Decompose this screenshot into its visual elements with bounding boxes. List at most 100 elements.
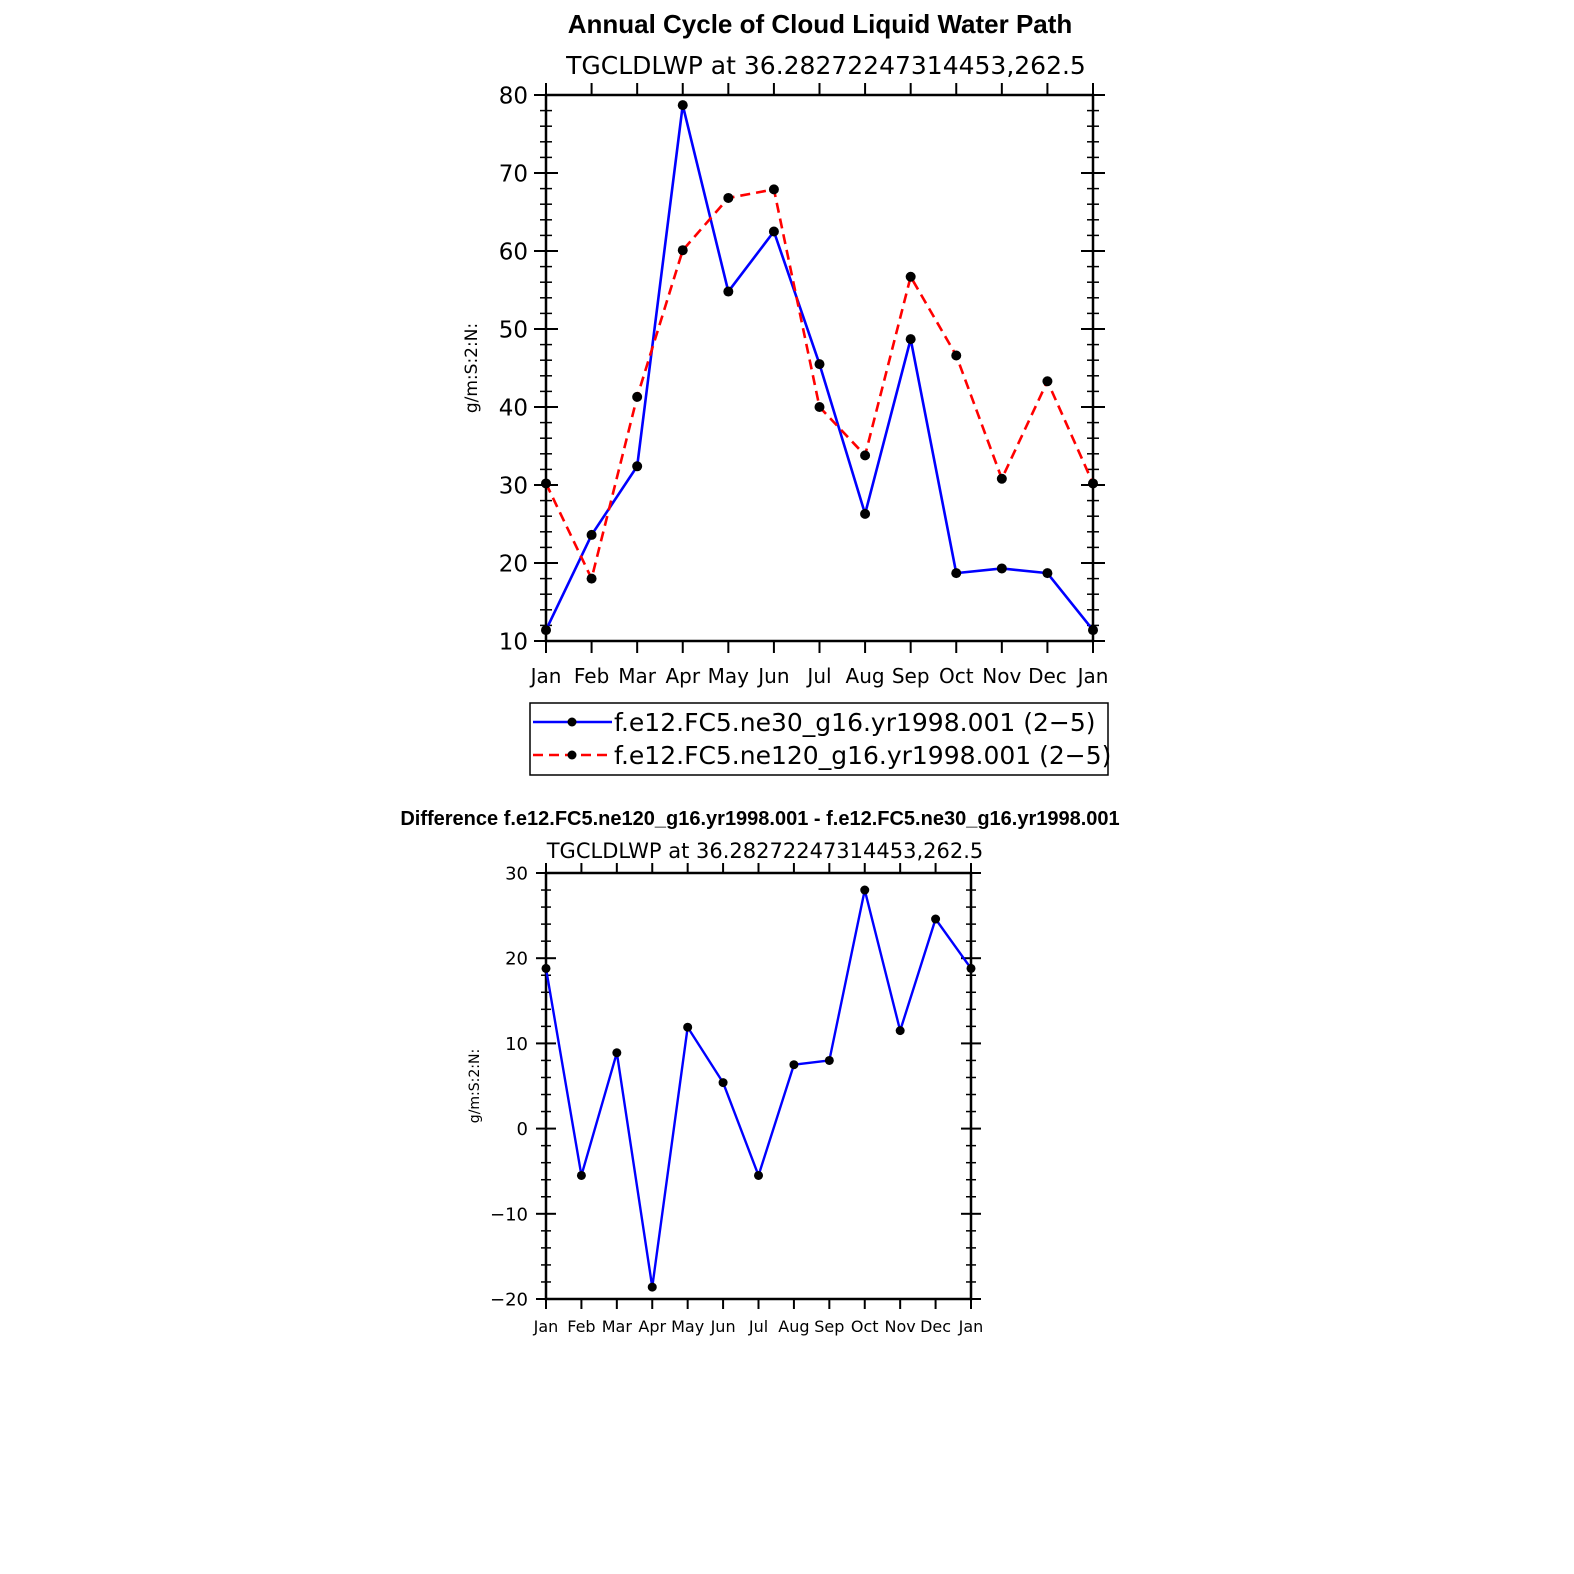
- series-1-point: [905, 334, 916, 345]
- series-1-point: [951, 568, 962, 579]
- y-tick-label: −20: [490, 1289, 528, 1310]
- series-2-point: [1088, 478, 1098, 489]
- x-tick-label: Jan: [529, 664, 562, 688]
- x-tick-label: May: [671, 1317, 704, 1336]
- series-1-point: [824, 1055, 834, 1065]
- y-tick-label: 0: [517, 1119, 528, 1140]
- chart2-series: [541, 885, 976, 1292]
- x-tick-label: Jan: [958, 1317, 984, 1336]
- x-tick-label: Apr: [638, 1317, 666, 1336]
- annual-cycle-chart: Annual Cycle of Cloud Liquid Water Path …: [462, 9, 1111, 776]
- series-1-point: [931, 914, 941, 924]
- series-2-point: [723, 192, 734, 203]
- series-1-point: [541, 963, 551, 973]
- series-1-point: [1042, 568, 1053, 579]
- series-1-point: [966, 963, 976, 973]
- series-1-point: [768, 226, 779, 237]
- x-tick-label: Sep: [892, 664, 930, 688]
- x-tick-label: Nov: [885, 1317, 916, 1336]
- series-2-point: [996, 473, 1007, 484]
- x-tick-label: Nov: [982, 664, 1021, 688]
- x-tick-label: Apr: [665, 664, 700, 688]
- x-tick-label: Mar: [618, 664, 657, 688]
- chart2-ylabel: g/m:S:2:N:: [467, 1049, 483, 1123]
- series-1-point: [612, 1048, 622, 1058]
- legend-marker-series2: [567, 750, 577, 760]
- x-tick-label: Aug: [778, 1317, 809, 1336]
- series-2-point: [905, 271, 916, 282]
- x-tick-label: Jun: [756, 664, 789, 688]
- x-tick-label: Jan: [533, 1317, 559, 1336]
- series-1-point: [632, 461, 643, 472]
- plot-frame: [544, 871, 973, 1301]
- x-tick-label: Dec: [1028, 664, 1067, 688]
- series-1-line: [544, 888, 972, 1289]
- series-1-point: [814, 359, 825, 370]
- y-tick-label: 60: [499, 239, 528, 265]
- y-tick-label: 20: [499, 551, 528, 577]
- series-1-point: [754, 1170, 763, 1180]
- y-tick-label: 10: [505, 1034, 528, 1055]
- series-2-point: [1042, 376, 1053, 387]
- series-1-point: [895, 1026, 905, 1036]
- legend-label-series2: f.e12.FC5.ne120_g16.yr1998.001 (2−5): [614, 741, 1111, 770]
- series-2-point: [541, 478, 551, 489]
- legend-box: [529, 702, 1109, 776]
- chart1-subtitle: TGCLDLWP at 36.28272247314453,262.5: [565, 51, 1086, 80]
- x-tick-label: Mar: [602, 1317, 633, 1336]
- series-1-point: [718, 1078, 728, 1088]
- x-tick-label: Dec: [920, 1317, 951, 1336]
- x-tick-label: Feb: [567, 1317, 595, 1336]
- x-tick-label: Feb: [574, 664, 609, 688]
- series-1-point: [789, 1060, 799, 1070]
- y-tick-label: 50: [499, 317, 528, 343]
- x-tick-label: Jul: [748, 1317, 768, 1336]
- series-2-point: [951, 350, 962, 361]
- chart1-ylabel: g/m:S:2:N:: [462, 323, 482, 413]
- y-tick-label: 40: [499, 395, 528, 421]
- series-1-point: [860, 508, 871, 519]
- chart1-series: [541, 100, 1098, 636]
- series-1-point: [996, 563, 1007, 574]
- y-tick-label: 80: [499, 83, 528, 109]
- chart1-title: Annual Cycle of Cloud Liquid Water Path: [568, 9, 1073, 39]
- series-1-point: [576, 1170, 586, 1180]
- series-1-point: [647, 1282, 657, 1292]
- series-1-point: [860, 885, 870, 895]
- chart1-legend: f.e12.FC5.ne30_g16.yr1998.001 (2−5) f.e1…: [529, 702, 1111, 776]
- chart2-subtitle: TGCLDLWP at 36.28272247314453,262.5: [546, 839, 984, 863]
- y-tick-label: 70: [499, 161, 528, 187]
- x-tick-label: Jun: [710, 1317, 736, 1336]
- x-tick-label: Oct: [939, 664, 974, 688]
- series-2-point: [860, 450, 871, 461]
- series-1-point: [586, 529, 597, 540]
- series-2-line: [544, 188, 1095, 580]
- legend-marker-series1: [567, 717, 577, 727]
- legend-label-series1: f.e12.FC5.ne30_g16.yr1998.001 (2−5): [614, 708, 1096, 737]
- chart1-axes: Jan Feb Mar Apr May Jun Jul Aug Sep Oct Nov Dec Jan1…: [499, 83, 1109, 688]
- series-2-point: [768, 184, 779, 195]
- y-tick-label: 20: [505, 949, 528, 970]
- chart2-title: Difference f.e12.FC5.ne120_g16.yr1998.00…: [400, 808, 1119, 830]
- chart2-axes: Jan Feb Mar Apr May Jun Jul Aug Sep Oct Nov Dec Jan−…: [490, 863, 983, 1336]
- x-tick-label: Oct: [851, 1317, 879, 1336]
- x-tick-label: Jan: [1076, 664, 1109, 688]
- series-2-point: [586, 573, 597, 584]
- series-2-point: [814, 402, 825, 412]
- series-1-point: [1088, 625, 1098, 636]
- series-1-point: [677, 100, 688, 111]
- series-1-point: [541, 625, 551, 636]
- y-tick-label: −10: [490, 1204, 528, 1225]
- series-1-point: [683, 1022, 693, 1032]
- y-tick-label: 10: [499, 629, 528, 655]
- y-tick-label: 30: [505, 863, 528, 884]
- x-tick-label: May: [708, 664, 750, 688]
- series-2-point: [677, 245, 688, 256]
- difference-chart: Difference f.e12.FC5.ne120_g16.yr1998.00…: [400, 808, 1119, 1336]
- x-tick-label: Aug: [846, 664, 885, 688]
- y-tick-label: 30: [499, 473, 528, 499]
- x-tick-label: Sep: [814, 1317, 844, 1336]
- series-1-point: [723, 286, 734, 297]
- x-tick-label: Jul: [805, 664, 831, 688]
